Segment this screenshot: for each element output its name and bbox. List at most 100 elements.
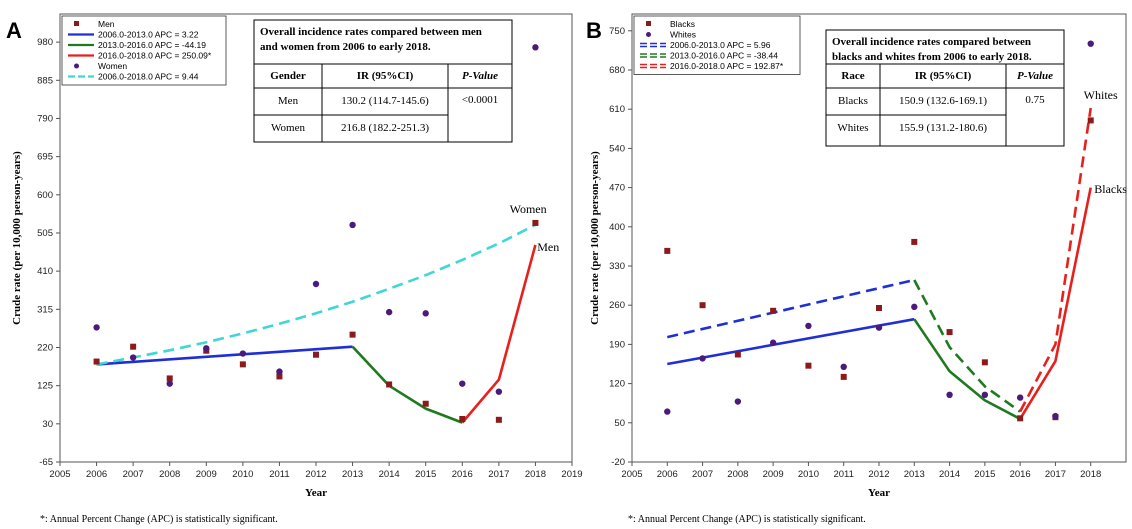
- x-tick-label: 2011: [269, 469, 289, 480]
- x-tick-label: 2005: [49, 469, 70, 480]
- footnote: *: Annual Percent Change (APC) is statis…: [40, 514, 278, 525]
- table-cell: Whites: [837, 122, 868, 134]
- y-tick-label: 410: [37, 266, 53, 277]
- x-tick-label: 2013: [904, 469, 925, 480]
- data-point-men: [386, 381, 393, 388]
- data-point-whites: [981, 391, 989, 398]
- data-point-blacks: [840, 373, 847, 380]
- x-tick-label: 2016: [1010, 469, 1031, 480]
- x-tick-label: 2014: [939, 469, 960, 480]
- data-point-whites: [911, 303, 918, 311]
- data-point-men: [93, 358, 100, 365]
- data-point-whites: [769, 339, 777, 346]
- x-tick-label: 2014: [379, 469, 400, 480]
- table-cell: 155.9 (131.2-180.6): [899, 122, 987, 134]
- x-tick-label: 2011: [833, 469, 853, 480]
- y-tick-label: 400: [609, 222, 625, 233]
- fit-line-solid: [96, 345, 353, 366]
- data-point-women: [166, 380, 173, 387]
- data-point-women: [349, 221, 356, 229]
- data-point-whites: [734, 398, 742, 405]
- x-tick-label: 2018: [525, 469, 546, 480]
- data-point-whites: [840, 363, 847, 370]
- data-point-whites: [805, 322, 812, 330]
- data-point-women: [495, 388, 503, 395]
- data-point-women: [239, 350, 247, 357]
- fit-line-dashed: [667, 278, 915, 339]
- table-cell: 0.75: [1025, 94, 1045, 106]
- table-title: Overall incidence rates compared between…: [260, 26, 482, 38]
- legend-dot-marker: [646, 32, 651, 37]
- y-tick-label: -20: [611, 457, 625, 468]
- data-point-men: [422, 400, 429, 407]
- table-frame: [253, 19, 513, 143]
- y-tick-label: 980: [37, 37, 53, 48]
- table-header: Race: [841, 70, 864, 82]
- x-tick-label: 2008: [159, 469, 180, 480]
- table-cell: <0.0001: [462, 94, 498, 106]
- x-tick-label: 2009: [196, 469, 217, 480]
- data-point-men: [495, 416, 502, 423]
- legend-square-marker: [646, 21, 651, 26]
- y-tick-label: 680: [609, 65, 625, 76]
- chart-panel-b: B -20 50 120 190 260 330 400 470 540 610 680 750 2005…: [586, 13, 1127, 525]
- line-annotation: Women: [510, 202, 547, 216]
- x-tick-label: 2005: [621, 469, 642, 480]
- y-tick-label: 30: [42, 419, 53, 430]
- legend-label: 2013.0-2016.0 APC = -38.44: [670, 51, 778, 61]
- table-header: IR (95%CI): [357, 70, 414, 82]
- legend-label: 2006.0-2013.0 APC = 3.22: [98, 30, 199, 40]
- x-tick-label: 2006: [657, 469, 678, 480]
- data-point-blacks: [699, 302, 706, 309]
- y-tick-label: -65: [39, 457, 53, 468]
- table-header: P-Value: [1017, 70, 1053, 82]
- y-tick-label: 695: [37, 152, 53, 163]
- table-cell: Women: [271, 122, 305, 134]
- y-tick-label: 610: [609, 104, 625, 115]
- y-tick-label: 190: [609, 339, 625, 350]
- data-point-blacks: [946, 329, 953, 336]
- x-tick-label: 2017: [1045, 469, 1066, 480]
- legend-label: 2016.0-2018.0 APC = 192.87*: [670, 61, 784, 71]
- legend-label: 2006.0-2013.0 APC = 5.96: [670, 40, 771, 50]
- data-point-women: [276, 368, 283, 375]
- line-annotation: Whites: [1084, 88, 1118, 102]
- data-point-men: [276, 373, 283, 380]
- data-point-blacks: [911, 238, 918, 245]
- table-cell: 150.9 (132.6-169.1): [899, 95, 987, 107]
- y-tick-label: 125: [37, 381, 53, 392]
- data-point-blacks: [1017, 415, 1024, 422]
- x-tick-label: 2018: [1080, 469, 1101, 480]
- incidence-table: Overall incidence rates compared between…: [253, 19, 513, 143]
- legend-label: 2006.0-2018.0 APC = 9.44: [98, 72, 199, 82]
- x-tick-label: 2015: [974, 469, 995, 480]
- line-annotation: Men: [537, 240, 559, 254]
- data-point-men: [349, 331, 356, 338]
- y-tick-label: 220: [37, 342, 53, 353]
- table-cell: 216.8 (182.2-251.3): [341, 122, 429, 134]
- fit-line-dashed: [1018, 107, 1092, 413]
- y-tick-label: 120: [609, 379, 625, 390]
- table-header: Gender: [270, 70, 306, 82]
- x-tick-label: 2007: [692, 469, 713, 480]
- data-point-whites: [1052, 412, 1059, 420]
- table-title: blacks and whites from 2006 to early 201…: [832, 51, 1032, 63]
- x-tick-label: 2010: [232, 469, 253, 480]
- panel-letter: B: [586, 18, 602, 43]
- incidence-table: Overall incidence rates compared between…: [825, 29, 1065, 147]
- x-tick-label: 2006: [86, 469, 107, 480]
- fit-line-dashed: [96, 223, 536, 366]
- data-point-blacks: [664, 247, 671, 254]
- y-tick-label: 790: [37, 113, 53, 124]
- x-tick-label: 2013: [342, 469, 363, 480]
- table-title: and women from 2006 to early 2018.: [260, 41, 431, 53]
- data-point-men: [313, 351, 319, 358]
- data-point-whites: [664, 408, 671, 415]
- fit-line-solid: [913, 318, 1021, 421]
- y-tick-label: 600: [37, 190, 53, 201]
- table-title: Overall incidence rates compared between: [832, 36, 1031, 48]
- table-cell: 130.2 (114.7-145.6): [341, 95, 429, 107]
- data-point-blacks: [770, 307, 777, 314]
- data-point-whites: [699, 355, 706, 362]
- y-tick-label: 470: [609, 183, 625, 194]
